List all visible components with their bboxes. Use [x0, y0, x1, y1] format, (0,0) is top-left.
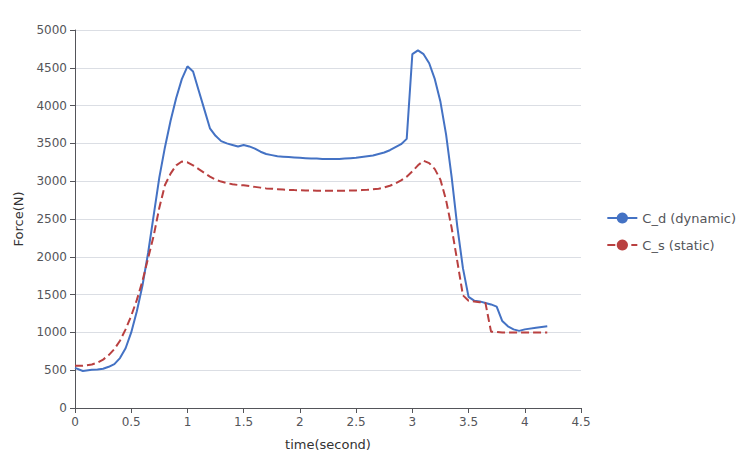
svg-text:2.5: 2.5 [347, 415, 366, 429]
svg-text:1000: 1000 [36, 325, 67, 339]
svg-text:1.5: 1.5 [234, 415, 253, 429]
svg-text:time(second): time(second) [285, 437, 371, 452]
svg-text:2500: 2500 [36, 212, 67, 226]
svg-text:Force(N): Force(N) [11, 191, 26, 246]
svg-text:4500: 4500 [36, 61, 67, 75]
svg-text:2000: 2000 [36, 250, 67, 264]
svg-text:3500: 3500 [36, 136, 67, 150]
svg-text:1: 1 [184, 415, 192, 429]
svg-text:4: 4 [521, 415, 529, 429]
svg-text:C_d (dynamic): C_d (dynamic) [642, 211, 736, 226]
svg-text:0.5: 0.5 [122, 415, 141, 429]
svg-text:4000: 4000 [36, 99, 67, 113]
svg-text:0: 0 [59, 401, 67, 415]
svg-text:0: 0 [71, 415, 79, 429]
svg-text:5000: 5000 [36, 23, 67, 37]
svg-text:3.5: 3.5 [459, 415, 478, 429]
svg-text:3: 3 [409, 415, 417, 429]
svg-text:4.5: 4.5 [571, 415, 590, 429]
svg-text:1500: 1500 [36, 288, 67, 302]
svg-text:500: 500 [44, 363, 67, 377]
svg-text:3000: 3000 [36, 174, 67, 188]
svg-text:2: 2 [296, 415, 304, 429]
svg-text:C_s (static): C_s (static) [642, 238, 714, 253]
